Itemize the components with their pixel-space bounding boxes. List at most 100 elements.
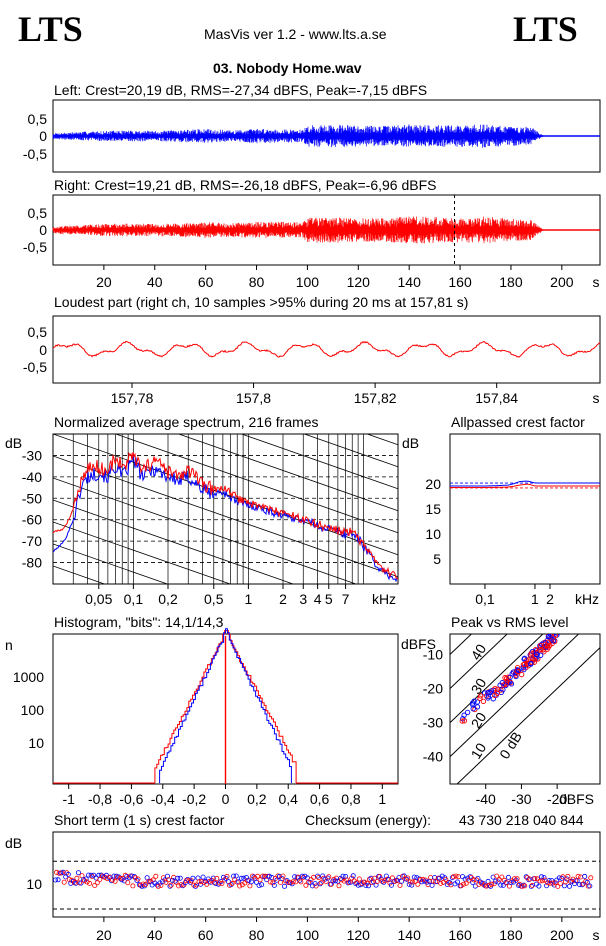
peak-rms-point [545,634,552,640]
spectrum-xtick-label: 0,2 [158,591,178,607]
short-crest-point [109,878,115,884]
short-crest-point [142,883,148,889]
spectrum-plot-area [53,434,398,584]
short-crest-point [461,881,467,887]
right-xtick-label: 200 [550,274,574,290]
peak-rms-point [485,695,491,701]
short-crest-xtick-label: 140 [398,927,422,943]
short-crest-point [491,881,497,887]
crest-line-label: 40 [468,641,490,663]
loudest-xtick-label: 157,78 [111,390,154,406]
short-crest-point [157,880,163,886]
short-crest-point [336,883,342,889]
short-crest-point [92,883,98,889]
short-crest-point [200,874,206,880]
short-crest-point [496,877,502,883]
left-ytick: 0,5 [28,111,48,127]
spectrum-xunit: kHz [372,591,396,607]
short-crest-point [397,883,403,889]
short-crest-point [64,870,70,876]
short-crest-point [290,879,296,885]
peak-rms-point [469,700,476,706]
short-crest-point [388,882,394,888]
short-crest-point [440,879,446,885]
peak-rms-point [521,655,528,661]
logo-left: LTS [18,9,83,49]
right-xtick-label: 20 [96,274,112,290]
short-crest-point [575,873,581,879]
spectrum-ytick-label: -50 [22,490,42,506]
short-crest-point [307,879,313,885]
peak-rms-point [524,661,530,667]
short-crest-point [541,875,547,881]
short-crest-point [267,879,273,885]
peak-rms-point [520,664,526,670]
short-crest-point [364,880,370,886]
peak-rms-point [464,709,471,716]
short-crest-point [512,876,518,882]
peak-vs-rms-chart: Peak vs RMS level dBFS dBFS 40 30 20 10 0 dB… [401,614,601,807]
spectrum-slope-line [177,434,398,512]
short-crest-point [499,874,505,880]
short-crest-point [552,880,558,886]
short-crest-point [303,882,309,888]
short-crest-point [433,879,439,885]
short-crest-point [246,877,252,883]
short-crest-point [243,875,249,881]
short-crest-point [350,873,356,879]
short-crest-point [529,882,535,888]
short-crest-xtick-label: 200 [550,927,574,943]
short-crest-point [204,881,210,887]
short-crest-point [421,878,427,884]
short-crest-point [405,875,411,881]
short-crest-point [341,878,347,884]
short-crest-point [168,882,174,888]
spectrum-slope-line [303,434,398,468]
histogram-xtick-label: 0,2 [247,791,267,807]
loudest-xunit: s [593,390,600,406]
short-crest-xunit: s [593,927,600,943]
short-crest-point [248,879,254,885]
peak-rms-point [513,673,519,680]
peak-rms-point [459,718,465,724]
allpass-ytick-label: 15 [425,501,441,517]
short-crest-point [414,875,420,881]
short-crest-point [365,883,371,889]
short-crest-point [424,879,430,885]
short-crest-point [299,873,305,879]
short-crest-point [439,873,445,879]
short-crest-point [453,873,459,879]
short-crest-point [55,877,61,883]
short-crest-point [135,876,141,882]
short-crest-point [192,883,198,889]
short-crest-point [477,879,483,885]
crest-line-label: 0 dB [496,729,525,762]
short-crest-point [210,875,216,881]
loudest-xtick-label: 157,8 [236,390,271,406]
short-crest-point [98,872,104,878]
short-crest-point [544,883,550,889]
short-crest-point [253,879,259,885]
right-xtick-label: 180 [499,274,523,290]
short-crest-point [237,883,243,889]
short-crest-point [561,883,567,889]
short-crest-point [175,875,181,881]
spectrum-xtick-label: 5 [325,591,333,607]
peak-rms-plot-area: 40 30 20 10 0 dB [450,634,600,784]
allpass-title: Allpassed crest factor [451,414,585,430]
short-crest-point [373,882,379,888]
short-crest-point [143,882,149,888]
spectrum-title: Normalized average spectrum, 216 frames [54,414,319,430]
left-waveform-chart: Left: Crest=20,19 dB, RMS=-27,34 dBFS, P… [23,82,601,173]
short-crest-point [255,873,261,879]
short-crest-point [505,874,511,880]
loudest-ytick: -0,5 [23,359,47,375]
logo-right: LTS [513,9,578,49]
peak-rms-point [494,690,500,696]
short-crest-xtick-label: 160 [448,927,472,943]
peak-rms-point [537,642,544,649]
short-crest-point [565,873,571,879]
short-crest-point [588,875,594,881]
short-crest-point [498,882,504,888]
peak-rms-point [528,652,534,658]
